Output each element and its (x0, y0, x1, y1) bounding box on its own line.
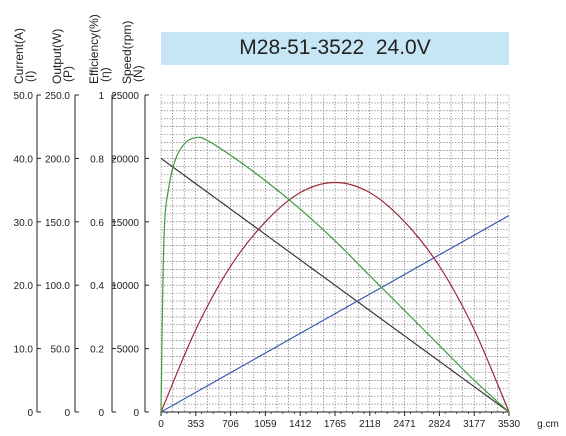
y-tick-label: 0 (64, 408, 70, 419)
y-tick-label: 50.0 (14, 91, 34, 102)
x-tick-label: 0 (158, 419, 164, 430)
y-tick-label: 250.0 (45, 91, 70, 102)
y-axis-label: Efficiency(%) (87, 14, 101, 84)
y-tick-label: 10000 (111, 281, 139, 292)
chart-title: M28-51-3522 24.0V (239, 36, 431, 59)
plot-frame (160, 94, 510, 413)
x-tick-label: 706 (222, 419, 239, 430)
series-line-speed (160, 157, 510, 413)
y-tick-label: 10.0 (14, 345, 34, 356)
y-axis-symbol: (I) (23, 71, 37, 82)
y-axis-symbol: (N) (131, 65, 145, 82)
y-axis-label: Output(W) (50, 29, 64, 84)
x-tick-label: 2118 (359, 419, 381, 430)
y-tick-label: 0 (98, 408, 104, 419)
x-tick-label: 2824 (428, 419, 451, 430)
y-tick-label: 30.0 (14, 218, 34, 229)
y-tick-label: 0 (27, 408, 33, 419)
y-tick-label: 5000 (117, 345, 140, 356)
x-tick-label: 3177 (463, 419, 486, 430)
y-tick-label: 0.2 (90, 345, 104, 356)
x-tick-label: 1412 (289, 419, 312, 430)
y-tick-label: 50.0 (51, 345, 71, 356)
y-tick-label: 0 (133, 408, 139, 419)
y-axis-symbol: (η) (98, 67, 112, 82)
y-tick-label: 15000 (111, 218, 139, 229)
chart-title-banner (161, 32, 509, 65)
y-tick-label: 0.6 (90, 218, 104, 229)
series-line-output (160, 181, 510, 413)
x-tick-label: 353 (187, 419, 204, 430)
y-tick-label: 0.4 (90, 281, 104, 292)
y-tick-label: 200.0 (45, 154, 70, 165)
y-tick-label: 20000 (111, 154, 139, 165)
y-tick-label: 0.8 (90, 154, 104, 165)
y-tick-label: 1 (98, 91, 104, 102)
y-tick-label: 150.0 (45, 218, 70, 229)
x-tick-label: 1059 (254, 419, 277, 430)
series-line-efficiency (160, 136, 510, 413)
y-axis-label: Speed(rpm) (120, 21, 134, 84)
y-axis-label: Current(A) (12, 28, 26, 84)
y-tick-label: 100.0 (45, 281, 70, 292)
y-tick-label: 20.0 (14, 281, 34, 292)
x-axis-label: g.cm (537, 419, 559, 430)
x-tick-label: 1765 (324, 419, 347, 430)
x-tick-label: 2471 (393, 419, 416, 430)
y-tick-label: 40.0 (14, 154, 34, 165)
series-line-current (160, 214, 510, 413)
y-axis-symbol: (P) (61, 66, 75, 82)
x-tick-label: 3530 (498, 419, 521, 430)
y-tick-label: 25000 (111, 91, 139, 102)
